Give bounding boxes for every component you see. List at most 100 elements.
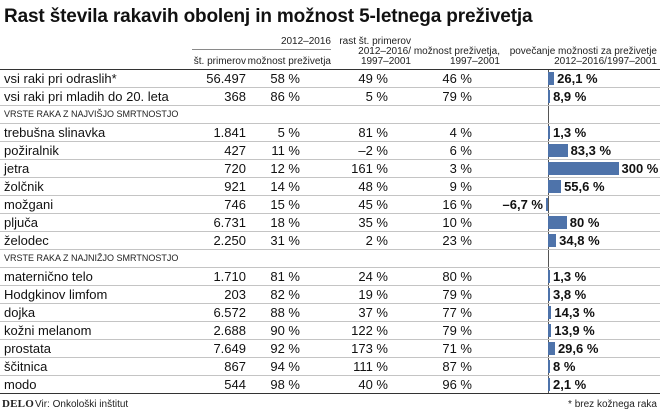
table-row: vsi raki pri mladih do 20. leta 368 86 % 5 … — [0, 88, 660, 106]
increase-bar — [548, 126, 550, 139]
row-label: požiralnik — [4, 143, 59, 158]
row-label: trebušna slinavka — [4, 125, 106, 140]
column-header-line: 1997–2001 — [360, 56, 411, 67]
table-body: vsi raki pri odraslih* 56.497 58 % 49 % 46 %… — [0, 70, 660, 394]
cases-cell: 921 — [224, 179, 246, 194]
increase-label: 3,8 % — [553, 287, 587, 302]
footnote: * brez kožnega raka — [568, 399, 657, 410]
increase-label: 26,1 % — [557, 71, 598, 86]
survival-1997-2001-cell: 80 % — [442, 269, 472, 284]
section-row: VRSTE RAKA Z NAJVIŠJO SMRTNOSTJO — [0, 106, 660, 124]
table-row: maternično telo 1.710 81 % 24 % 80 % 1,3 % — [0, 268, 660, 286]
survival-1997-2001-cell: 23 % — [442, 233, 472, 248]
row-label: dojka — [4, 305, 36, 320]
survival-1997-2001-cell: 9 % — [449, 179, 472, 194]
table-bottom-divider — [0, 393, 660, 394]
table-row: ščitnica 867 94 % 111 % 87 % 8 % — [0, 358, 660, 376]
growth-cell: 19 % — [358, 287, 388, 302]
survival-1997-2001-cell: 77 % — [442, 305, 472, 320]
delo-logo: DELO — [2, 398, 34, 410]
increase-label: 1,3 % — [553, 269, 587, 284]
increase-label: 13,9 % — [554, 323, 595, 338]
increase-bar — [548, 360, 550, 373]
increase-bar — [548, 378, 550, 391]
survival-1997-2001-cell: 4 % — [449, 125, 472, 140]
survival-2012-2016-cell: 86 % — [270, 89, 300, 104]
growth-cell: 45 % — [358, 197, 388, 212]
table-row: Hodgkinov limfom 203 82 % 19 % 79 % 3,8 % — [0, 286, 660, 304]
row-label: vsi raki pri odraslih* — [4, 71, 117, 86]
increase-label: 34,8 % — [559, 233, 600, 248]
column-header-survival-2012-2016: možnost preživetja — [247, 56, 331, 67]
growth-cell: 111 % — [353, 359, 388, 374]
table-row: pljuča 6.731 18 % 35 % 10 % 80 % — [0, 214, 660, 232]
row-label: žolčnik — [4, 179, 44, 194]
table-row: jetra 720 12 % 161 % 3 % 300 % — [0, 160, 660, 178]
row-label: modo — [4, 377, 37, 392]
survival-2012-2016-cell: 90 % — [270, 323, 300, 338]
increase-label: 8,9 % — [553, 89, 587, 104]
survival-1997-2001-cell: 87 % — [442, 359, 472, 374]
cases-cell: 867 — [224, 359, 246, 374]
cases-cell: 203 — [224, 287, 246, 302]
survival-2012-2016-cell: 92 % — [270, 341, 300, 356]
cases-cell: 2.688 — [213, 323, 246, 338]
survival-1997-2001-cell: 96 % — [442, 377, 472, 392]
row-label: prostata — [4, 341, 51, 356]
survival-1997-2001-cell: 71 % — [442, 341, 472, 356]
column-header-line: povečanje možnosti za preživetje — [509, 46, 657, 57]
increase-label: 1,3 % — [553, 125, 587, 140]
table-row: vsi raki pri odraslih* 56.497 58 % 49 % 46 %… — [0, 70, 660, 88]
cases-cell: 56.497 — [206, 71, 246, 86]
column-header-survival-1997-2001: možnost preživetja, 1997–2001 — [414, 47, 500, 67]
survival-2012-2016-cell: 82 % — [270, 287, 300, 302]
cases-cell: 6.731 — [213, 215, 246, 230]
increase-bar — [548, 288, 550, 301]
column-header-line: 2012–2016/1997–2001 — [554, 56, 657, 67]
table-row: žolčnik 921 14 % 48 % 9 % 55,6 % — [0, 178, 660, 196]
table-row: možgani 746 15 % 45 % 16 % –6,7 % — [0, 196, 660, 214]
chart-title: Rast števila rakavih obolenj in možnost … — [4, 6, 533, 27]
row-label: vsi raki pri mladih do 20. leta — [4, 89, 169, 104]
column-group-rule — [192, 49, 331, 50]
survival-1997-2001-cell: 46 % — [442, 71, 472, 86]
table-row: prostata 7.649 92 % 173 % 71 % 29,6 % — [0, 340, 660, 358]
growth-cell: 122 % — [351, 323, 388, 338]
column-header-growth: rast št. primerov 2012–2016/ 1997–2001 — [339, 37, 411, 67]
cases-cell: 7.649 — [213, 341, 246, 356]
growth-cell: 49 % — [358, 71, 388, 86]
increase-bar — [548, 234, 557, 247]
row-label: možgani — [4, 197, 54, 212]
row-label: kožni melanom — [4, 323, 92, 338]
cases-cell: 368 — [224, 89, 246, 104]
survival-1997-2001-cell: 79 % — [442, 323, 472, 338]
growth-cell: 24 % — [358, 269, 388, 284]
growth-cell: 40 % — [358, 377, 388, 392]
cases-cell: 720 — [224, 161, 246, 176]
survival-2012-2016-cell: 5 % — [277, 125, 300, 140]
growth-cell: 2 % — [365, 233, 388, 248]
section-row: VRSTE RAKA Z NAJNIŽJO SMRTNOSTJO — [0, 250, 660, 268]
increase-bar — [548, 90, 551, 103]
row-label: želodec — [4, 233, 49, 248]
increase-label: 80 % — [569, 215, 600, 230]
table-row: dojka 6.572 88 % 37 % 77 % 14,3 % — [0, 304, 660, 322]
cases-cell: 746 — [224, 197, 246, 212]
growth-cell: 173 % — [351, 341, 388, 356]
survival-2012-2016-cell: 31 % — [270, 233, 300, 248]
increase-bar — [548, 144, 568, 157]
cases-cell: 6.572 — [213, 305, 246, 320]
column-header-line: možnost preživetja, — [413, 46, 500, 57]
survival-2012-2016-cell: 14 % — [270, 179, 300, 194]
row-label: maternično telo — [4, 269, 93, 284]
growth-cell: 81 % — [358, 125, 388, 140]
increase-bar — [548, 180, 562, 193]
table-row: modo 544 98 % 40 % 96 % 2,1 % — [0, 376, 660, 394]
row-label: jetra — [4, 161, 30, 176]
column-header-line: 1997–2001 — [449, 56, 500, 67]
survival-1997-2001-cell: 6 % — [449, 143, 472, 158]
survival-1997-2001-cell: 79 % — [442, 287, 472, 302]
survival-1997-2001-cell: 79 % — [442, 89, 472, 104]
row-label: Hodgkinov limfom — [4, 287, 108, 302]
